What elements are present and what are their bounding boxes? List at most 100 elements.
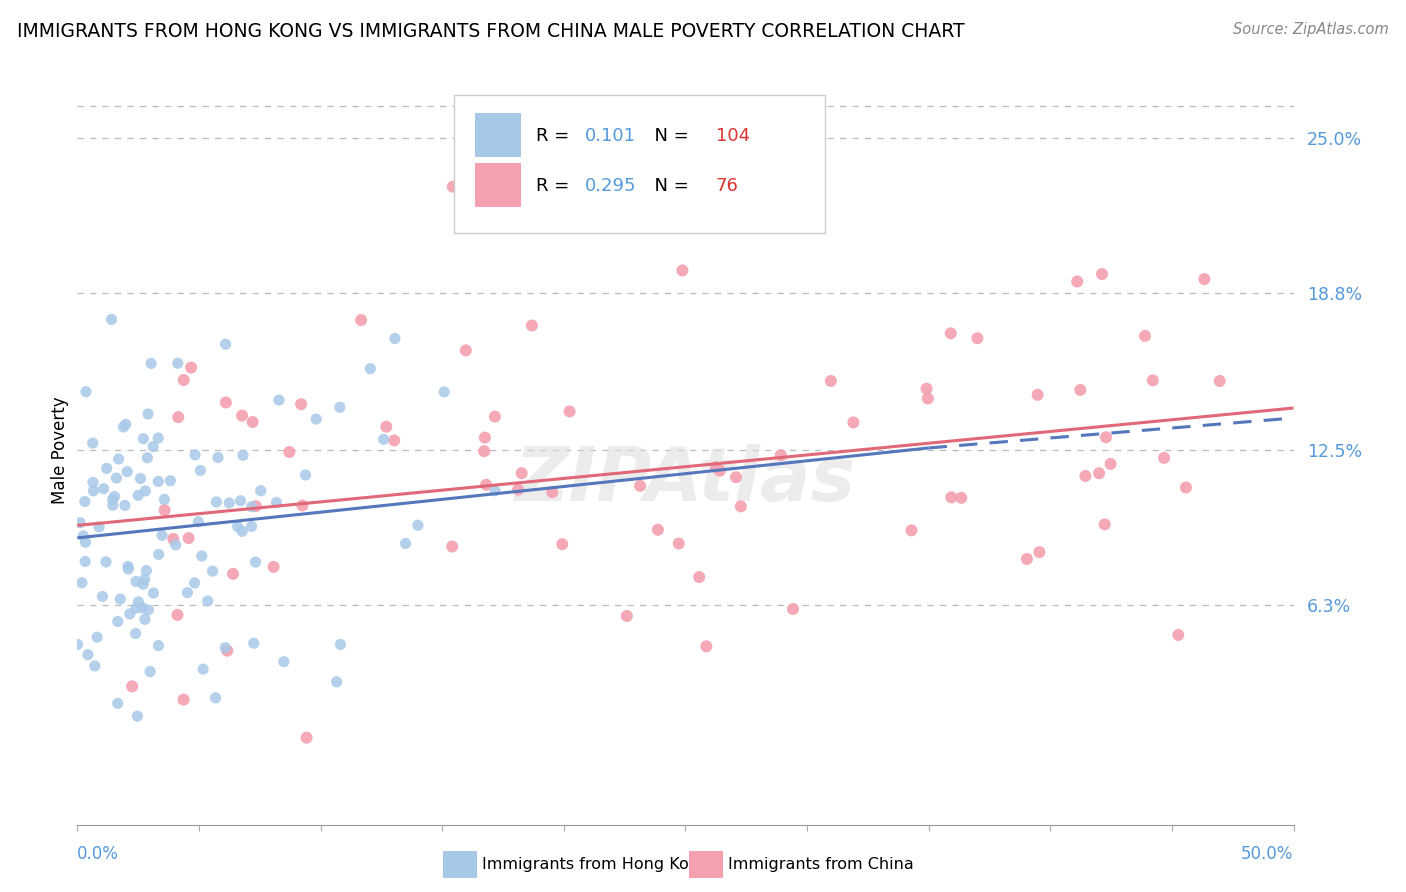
Point: [1015, 552, 1038, 566]
Point: [187, 515, 209, 529]
Point: [724, 470, 747, 484]
Point: [139, 665, 162, 679]
Point: [134, 612, 156, 626]
Text: 76: 76: [716, 177, 738, 195]
Point: [217, 643, 239, 657]
Point: [83, 658, 105, 673]
Point: [204, 690, 226, 705]
Point: [136, 450, 159, 465]
Point: [72, 529, 94, 543]
Point: [150, 528, 173, 542]
Point: [148, 431, 170, 445]
Point: [100, 312, 122, 326]
Point: [406, 518, 429, 533]
Point: [950, 491, 973, 505]
Point: [75, 535, 97, 549]
Point: [1094, 517, 1116, 532]
Point: [107, 615, 129, 629]
Point: [1167, 628, 1189, 642]
Point: [101, 498, 124, 512]
Point: [114, 499, 136, 513]
Point: [165, 538, 187, 552]
Point: [142, 586, 165, 600]
Point: [205, 495, 228, 509]
Point: [114, 417, 136, 432]
Point: [917, 392, 939, 406]
Point: [69, 516, 91, 530]
Point: [273, 655, 295, 669]
Point: [87, 520, 110, 534]
FancyBboxPatch shape: [475, 113, 522, 157]
Point: [183, 575, 205, 590]
Point: [214, 337, 236, 351]
Text: 0.101: 0.101: [585, 127, 636, 145]
Point: [134, 573, 156, 587]
Point: [184, 448, 207, 462]
Point: [177, 531, 200, 545]
Point: [66, 637, 89, 651]
Point: [191, 549, 214, 563]
Text: N =: N =: [643, 177, 695, 195]
Point: [484, 483, 506, 498]
Point: [558, 404, 581, 418]
Point: [484, 409, 506, 424]
Point: [290, 397, 312, 411]
Point: [197, 594, 219, 608]
Point: [176, 585, 198, 599]
Point: [115, 465, 138, 479]
Point: [433, 384, 456, 399]
Point: [162, 532, 184, 546]
Point: [671, 263, 693, 277]
Point: [506, 483, 529, 497]
Point: [842, 416, 865, 430]
Point: [135, 564, 157, 578]
Point: [668, 536, 690, 550]
FancyBboxPatch shape: [454, 95, 825, 233]
Point: [1142, 373, 1164, 387]
Point: [709, 464, 731, 478]
Point: [107, 452, 129, 467]
Point: [441, 540, 464, 554]
Point: [112, 420, 135, 434]
Point: [226, 519, 249, 533]
Point: [214, 640, 236, 655]
FancyBboxPatch shape: [475, 163, 522, 207]
Point: [148, 548, 170, 562]
Point: [166, 356, 188, 370]
Point: [82, 436, 104, 450]
Point: [131, 601, 153, 615]
Point: [134, 483, 156, 498]
Point: [382, 434, 405, 448]
Point: [1066, 275, 1088, 289]
Point: [93, 482, 115, 496]
Point: [191, 662, 214, 676]
Point: [127, 488, 149, 502]
Point: [242, 415, 264, 429]
Point: [222, 566, 245, 581]
Point: [329, 637, 352, 651]
Text: 104: 104: [716, 127, 749, 145]
Point: [628, 479, 651, 493]
Point: [125, 574, 148, 589]
Text: Immigrants from China: Immigrants from China: [728, 857, 914, 871]
Text: R =: R =: [536, 177, 575, 195]
Point: [159, 474, 181, 488]
Point: [124, 626, 146, 640]
Point: [245, 555, 267, 569]
Point: [141, 356, 163, 370]
Point: [166, 607, 188, 622]
Point: [240, 519, 263, 533]
Point: [127, 595, 149, 609]
Point: [70, 575, 93, 590]
Point: [900, 524, 922, 538]
Point: [94, 555, 117, 569]
Point: [267, 393, 290, 408]
Point: [291, 499, 314, 513]
Point: [153, 503, 176, 517]
Point: [142, 440, 165, 454]
Point: [704, 460, 727, 475]
Point: [101, 492, 124, 507]
Point: [138, 603, 160, 617]
Point: [1153, 450, 1175, 465]
Point: [91, 590, 114, 604]
